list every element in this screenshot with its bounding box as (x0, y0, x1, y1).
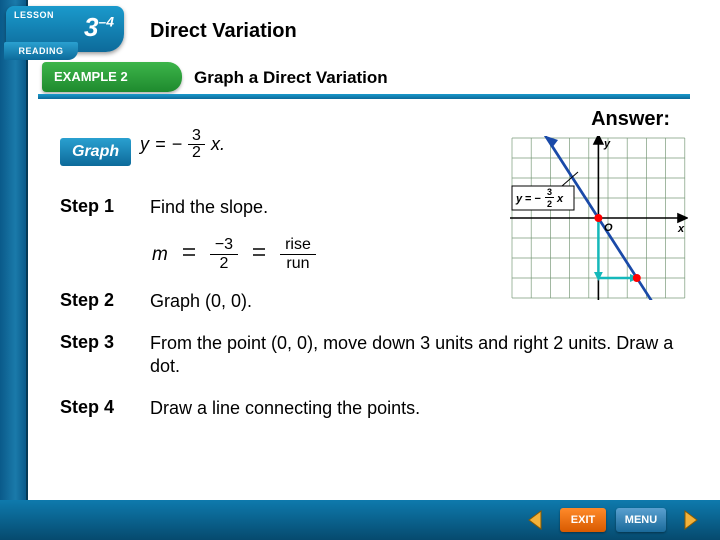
graph-label: Graph (60, 138, 131, 166)
step-row-1: Step 1 Find the slope. (60, 196, 690, 219)
example-badge: EXAMPLE 2 (42, 62, 182, 92)
exit-button[interactable]: EXIT (560, 508, 606, 532)
step-4-num: Step 4 (60, 397, 150, 420)
slope-den: 2 (215, 255, 234, 272)
eq-neg: − (172, 134, 183, 155)
eq-x: x. (211, 134, 225, 155)
step-row-2: Step 2 Graph (0, 0). (60, 290, 690, 313)
eq-y: y (140, 134, 149, 155)
step-2-num: Step 2 (60, 290, 150, 313)
eq-den: 2 (188, 145, 205, 161)
slope-m: m (152, 244, 168, 266)
menu-button[interactable]: MENU (616, 508, 666, 532)
lesson-ribbon: READING (4, 42, 78, 60)
footer-bar: EXIT MENU (0, 500, 720, 540)
left-rail (0, 0, 28, 540)
slope-frac2: rise run (280, 237, 316, 272)
lesson-badge: LESSON 3–4 READING (6, 6, 124, 52)
eq-equals: = (155, 134, 166, 155)
next-button[interactable] (676, 507, 704, 533)
graph-y-label: y (603, 138, 611, 150)
step-1-text: Find the slope. (150, 196, 268, 219)
slope-equation: m −3 2 rise run (152, 237, 690, 272)
step-row-3: Step 3 From the point (0, 0), move down … (60, 332, 690, 379)
slope-eq2 (248, 237, 270, 272)
step-4-text: Draw a line connecting the points. (150, 397, 420, 420)
step-row-4: Step 4 Draw a line connecting the points… (60, 397, 690, 420)
title-underline (38, 94, 690, 99)
slope-num: −3 (210, 237, 238, 255)
answer-label: Answer: (591, 108, 670, 131)
slope-run: run (281, 255, 314, 272)
slope-rise: rise (280, 237, 316, 255)
slide-title: Graph a Direct Variation (194, 68, 388, 88)
slope-frac1: −3 2 (210, 237, 238, 272)
eq-fraction: 3 2 (188, 128, 205, 161)
lesson-topic: Direct Variation (150, 20, 297, 43)
lesson-number: 3–4 (84, 12, 114, 43)
slide: LESSON 3–4 READING Direct Variation EXAM… (0, 0, 720, 540)
prev-button[interactable] (522, 507, 550, 533)
slope-eq1 (178, 237, 200, 272)
step-3-num: Step 3 (60, 332, 150, 379)
step-2-text: Graph (0, 0). (150, 290, 252, 313)
main-equation: y = − 3 2 x. (140, 128, 225, 161)
lesson-num-big: 3 (84, 12, 98, 42)
steps-container: Step 1 Find the slope. m −3 2 rise run S… (60, 196, 690, 438)
lesson-num-small: 4 (106, 13, 114, 29)
step-3-text: From the point (0, 0), move down 3 units… (150, 332, 690, 379)
eq-num: 3 (188, 128, 205, 145)
step-1-num: Step 1 (60, 196, 150, 219)
